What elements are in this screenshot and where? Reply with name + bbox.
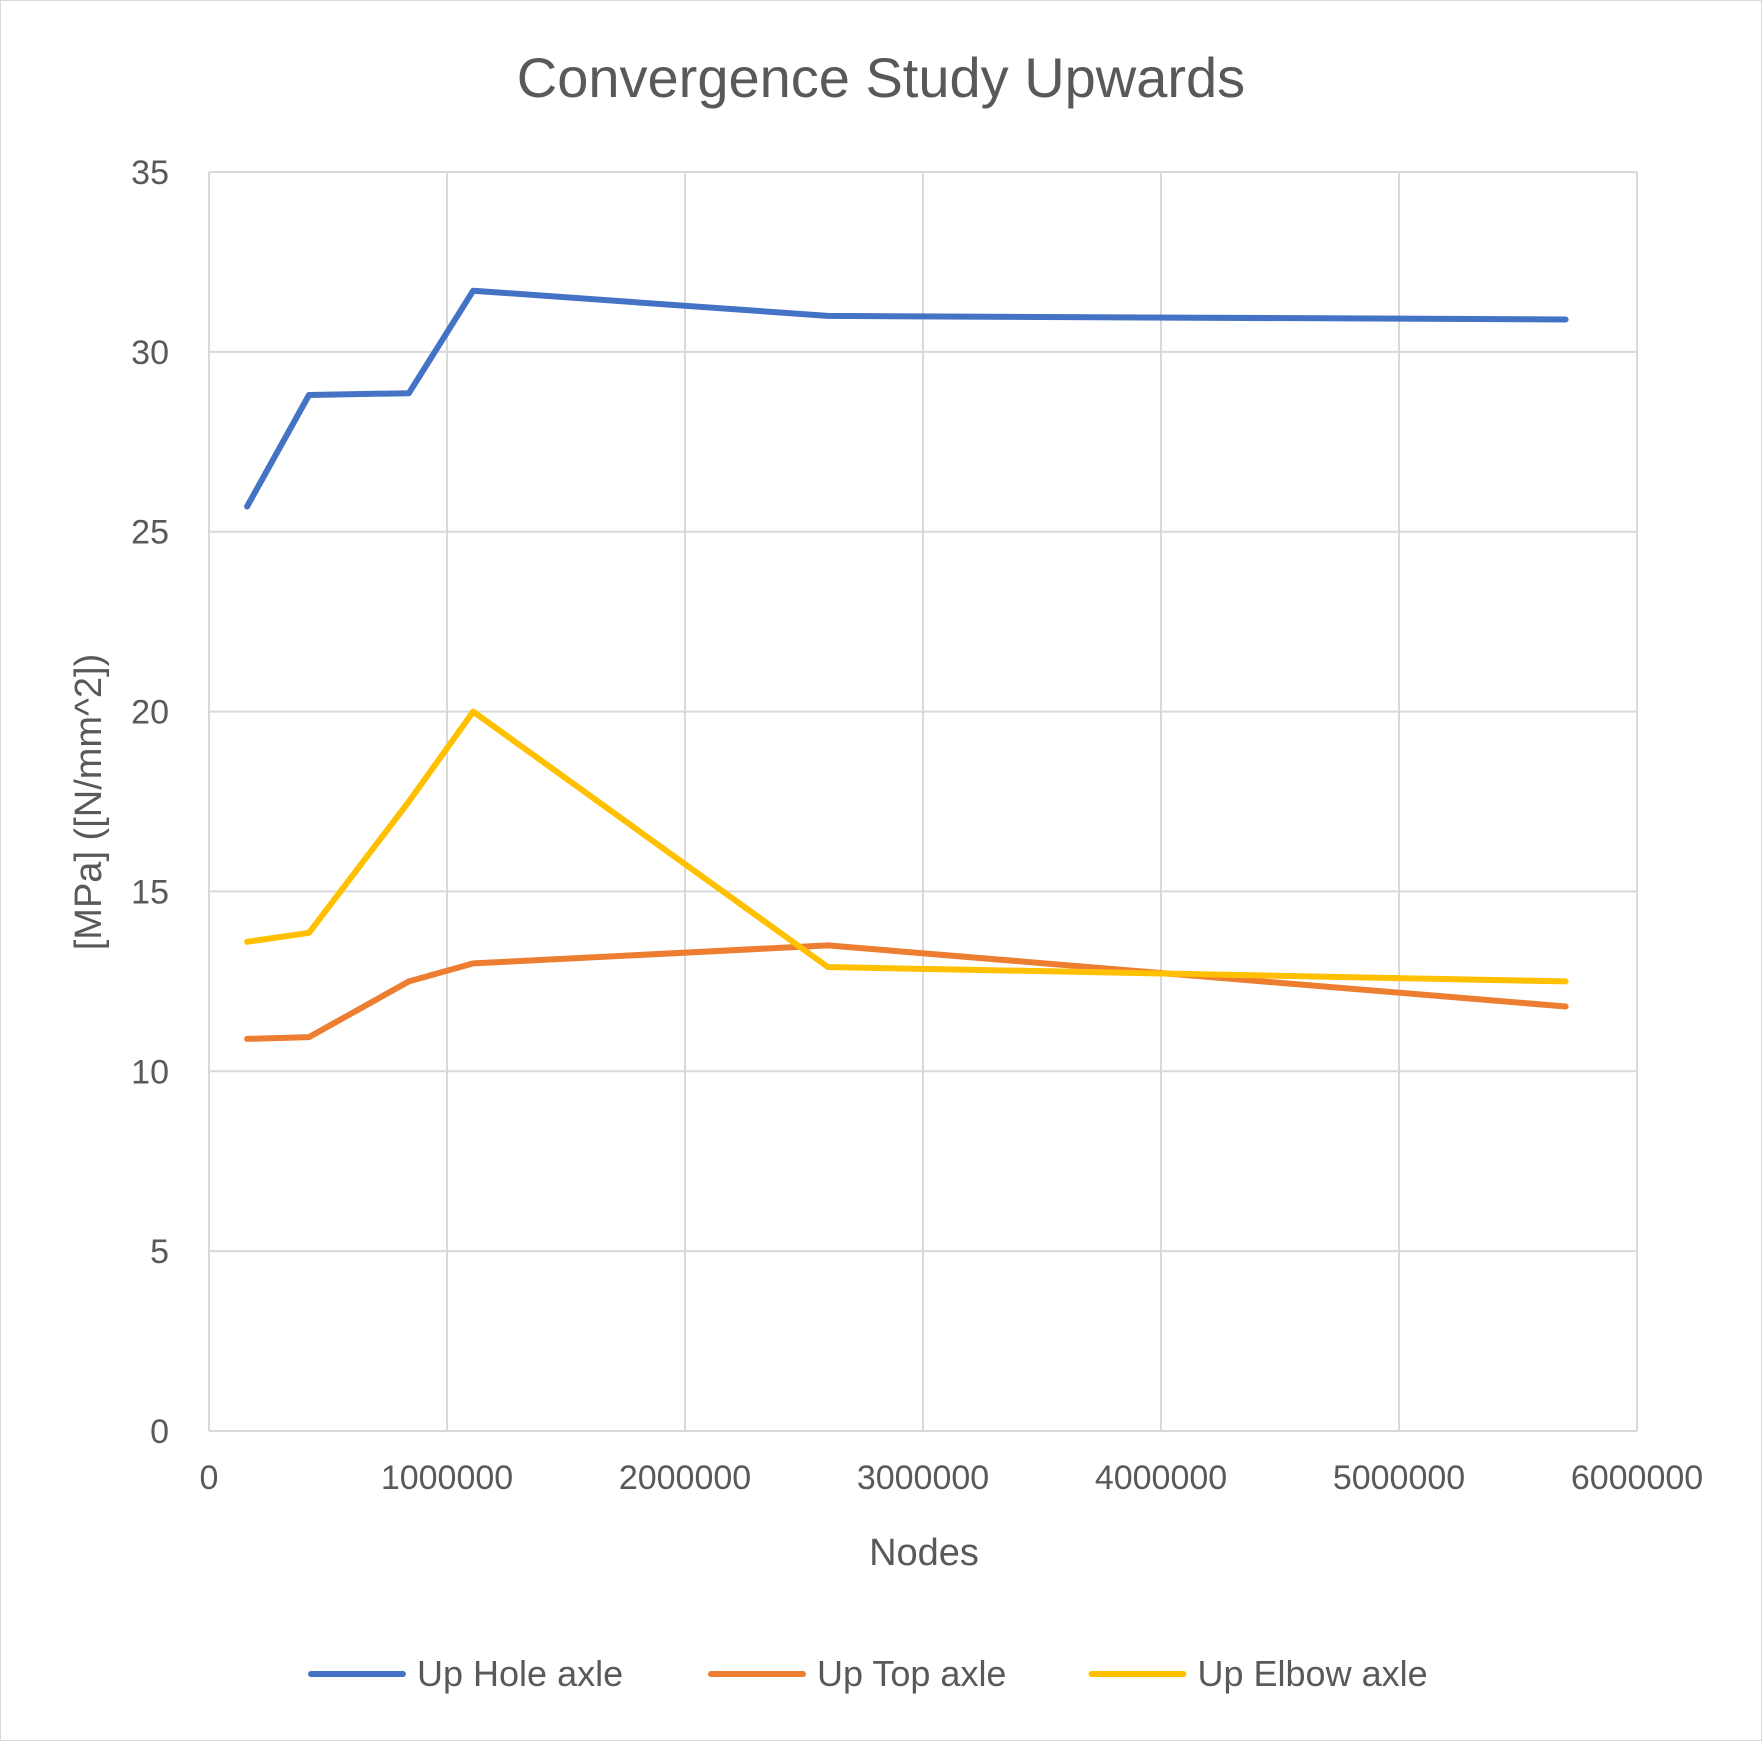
y-tick-label: 35 bbox=[131, 154, 169, 192]
series-lines bbox=[244, 287, 1569, 1042]
y-tick-label: 5 bbox=[150, 1233, 169, 1271]
x-tick-label: 3000000 bbox=[857, 1459, 989, 1497]
chart-title: Convergence Study Upwards bbox=[517, 46, 1245, 109]
x-tick-label: 1000000 bbox=[381, 1459, 513, 1497]
grid-lines bbox=[208, 171, 1638, 1432]
y-tick-label: 10 bbox=[131, 1053, 169, 1091]
y-tick-label: 20 bbox=[131, 694, 169, 732]
y-tick-label: 15 bbox=[131, 873, 169, 911]
legend-item: Up Top axle bbox=[708, 1653, 1006, 1694]
legend-item: Up Elbow axle bbox=[1088, 1653, 1428, 1694]
y-tick-label: 25 bbox=[131, 514, 169, 552]
x-tick-label: 5000000 bbox=[1333, 1459, 1465, 1497]
x-tick-label: 4000000 bbox=[1095, 1459, 1227, 1497]
y-tick-label: 0 bbox=[150, 1413, 169, 1451]
legend-label: Up Hole axle bbox=[417, 1653, 623, 1694]
series-line-1 bbox=[244, 287, 1569, 510]
x-tick-label: 0 bbox=[200, 1459, 219, 1497]
x-tick-label: 6000000 bbox=[1571, 1459, 1703, 1497]
y-axis-title: [MPa] ([N/mm^2]) bbox=[68, 654, 110, 951]
x-tick-label: 2000000 bbox=[619, 1459, 751, 1497]
series-line-2 bbox=[244, 942, 1569, 1042]
y-tick-label: 30 bbox=[131, 334, 169, 372]
legend-item: Up Hole axle bbox=[308, 1653, 623, 1694]
legend-label: Up Top axle bbox=[817, 1653, 1006, 1694]
axes: 0 5 10 15 20 25 30 35 0 1000000 2000000 3000000 4000… bbox=[131, 154, 1703, 1497]
legend-label: Up Elbow axle bbox=[1198, 1653, 1428, 1694]
series-line-3 bbox=[244, 708, 1569, 985]
legend: Up Hole axle Up Top axle Up Elbow axle bbox=[308, 1653, 1428, 1694]
x-axis-title: Nodes bbox=[869, 1532, 979, 1574]
